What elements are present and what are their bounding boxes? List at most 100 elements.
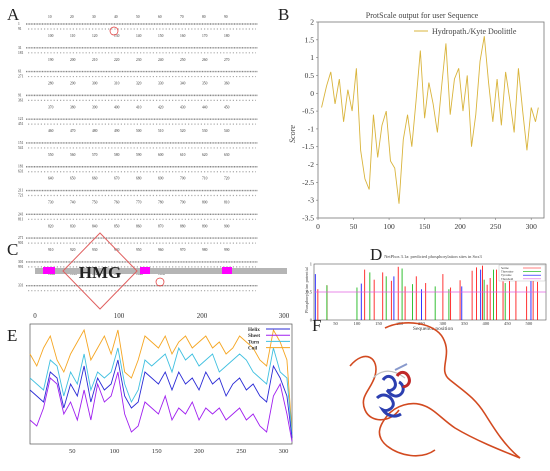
position-tick: 870	[158, 224, 164, 228]
line-number: 721	[18, 194, 24, 198]
position-tick: 430	[180, 105, 186, 109]
line-number: 631	[18, 170, 24, 174]
position-tick: 730	[48, 201, 54, 205]
line-number: 31	[18, 46, 22, 50]
position-tick: 950	[136, 248, 142, 252]
position-tick: 620	[202, 153, 208, 157]
x-tick-label: 100	[383, 222, 395, 231]
position-tick: 820	[48, 224, 54, 228]
position-tick: 110	[70, 34, 75, 38]
line-number: 271	[18, 75, 24, 79]
protein-coil-trace	[378, 322, 521, 459]
panel-c-domains: HMG 0 100 200 300	[30, 222, 300, 322]
x-tick-label: 450	[504, 321, 512, 326]
position-tick: 770	[136, 201, 142, 205]
position-tick: 600	[158, 153, 164, 157]
panel-e-label: E	[7, 326, 18, 345]
position-tick: 420	[158, 105, 164, 109]
position-tick: 120	[92, 34, 98, 38]
position-tick: 90	[224, 15, 228, 19]
position-tick: 930	[92, 248, 98, 252]
panel-a-sequence: 10 20 30 40 50 60 70 80 90 1 91 100 110 120 130 140 150 1…	[18, 14, 268, 304]
position-tick: 790	[180, 201, 186, 205]
y-tick-label: 2	[310, 18, 314, 27]
position-tick: 410	[136, 105, 142, 109]
y-tick-label: -3	[308, 196, 314, 205]
position-tick: 840	[92, 224, 98, 228]
position-tick: 910	[48, 248, 54, 252]
position-tick: 70	[180, 15, 184, 19]
start-codon-highlight	[109, 26, 119, 36]
legend-label: Threshold	[501, 277, 514, 281]
position-tick: 390	[92, 105, 98, 109]
x-tick-label: 100	[354, 321, 362, 326]
line-number: 991	[18, 265, 24, 269]
position-tick: 230	[136, 58, 142, 62]
line-number: 541	[18, 146, 24, 150]
protein-coil-trace-left	[349, 355, 400, 421]
position-tick: 550	[48, 153, 54, 157]
panel-e-secondary-structure: 50 100 150 200 250 300 Helix Sheet Turn Coil	[26, 318, 298, 466]
motif-box-3	[222, 267, 232, 274]
position-tick: 400	[114, 105, 120, 109]
y-tick-label: -0.5	[302, 107, 314, 116]
x-tick-label: 150	[152, 448, 162, 455]
x-tick-label: 250	[236, 448, 246, 455]
position-tick: 640	[48, 177, 54, 181]
structure-line-turn	[29, 346, 293, 435]
x-tick-label: 100	[110, 448, 120, 455]
position-tick: 270	[224, 58, 230, 62]
line-number: 451	[18, 122, 24, 126]
position-tick: 170	[202, 34, 208, 38]
panel-a-label: A	[7, 5, 20, 24]
position-tick: 470	[70, 129, 76, 133]
position-tick: 530	[202, 129, 208, 133]
line-number: 361	[18, 98, 24, 102]
position-tick: 500	[136, 129, 142, 133]
position-tick: 290	[70, 82, 76, 86]
x-tick-label: 300	[279, 448, 289, 455]
position-tick: 200	[70, 58, 76, 62]
y-axis-label: Score	[288, 125, 297, 143]
position-tick: 880	[180, 224, 186, 228]
x-tick-label: 350	[461, 321, 469, 326]
y-tick-label: 0	[310, 89, 314, 98]
motif-box-2	[140, 267, 150, 274]
plot-frame	[317, 21, 545, 219]
protein-backbone-bar	[35, 268, 287, 274]
position-tick: 540	[224, 129, 230, 133]
legend: Hydropath./Kyte Doolittle	[414, 27, 517, 36]
line-number: 91	[18, 93, 22, 97]
y-tick-label: -2	[308, 160, 314, 169]
position-tick: 280	[48, 82, 54, 86]
y-tick-label: -1.5	[302, 142, 314, 151]
y-tick-label: 1	[310, 262, 312, 267]
position-tick: 450	[224, 105, 230, 109]
panel-d-label: D	[370, 245, 383, 264]
structure-line-helix	[29, 359, 293, 439]
line-number: 211	[18, 189, 23, 193]
y-tick-label: -2.5	[302, 178, 314, 187]
x-tick-label: 300	[526, 222, 538, 231]
chart-title: ProtScale output for user Sequence	[366, 11, 479, 20]
position-tick: 750	[92, 201, 98, 205]
y-tick-label: 0	[310, 318, 313, 323]
tick-100: 100	[114, 312, 125, 320]
position-tick: 570	[92, 153, 98, 157]
position-tick: 660	[92, 177, 98, 181]
legend-label: Threonine	[501, 270, 514, 274]
position-tick: 510	[158, 129, 164, 133]
position-tick: 560	[70, 153, 76, 157]
panel-b-hydropathy: ProtScale output for user Sequence Score…	[286, 8, 550, 244]
line-number: 241	[18, 212, 24, 216]
position-tick: 850	[114, 224, 120, 228]
x-tick-label: 200	[194, 448, 204, 455]
tick-200: 200	[197, 312, 208, 320]
plot-border	[317, 21, 545, 219]
y-tick-label: 1.5	[305, 35, 315, 44]
position-tick: 160	[180, 34, 186, 38]
position-tick: 520	[180, 129, 186, 133]
position-tick: 10	[48, 15, 52, 19]
position-tick: 900	[224, 224, 230, 228]
position-tick: 860	[136, 224, 142, 228]
